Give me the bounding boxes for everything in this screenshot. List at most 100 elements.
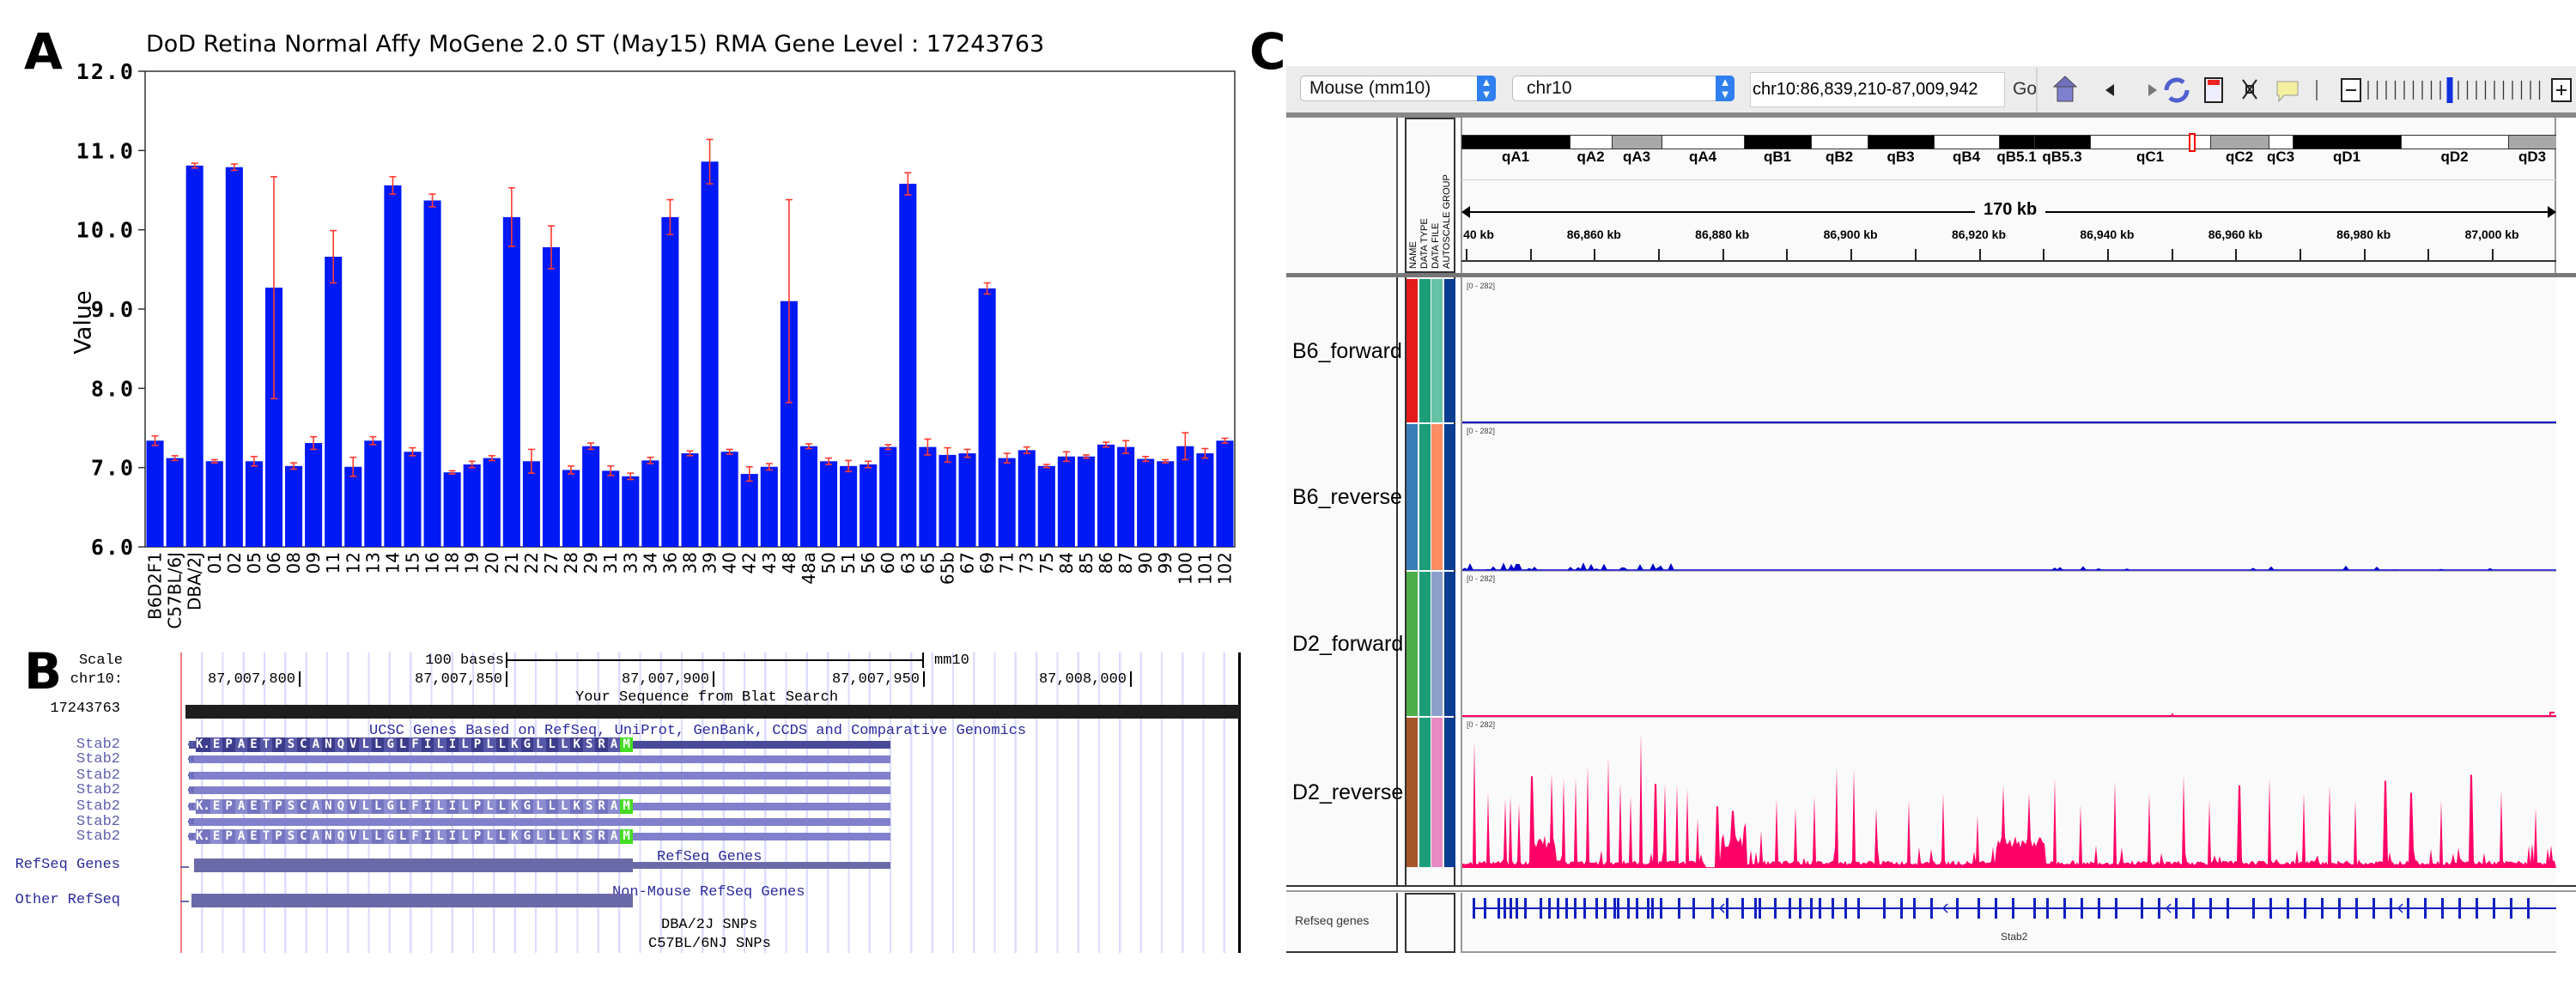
attribute-swatch[interactable]	[1431, 424, 1443, 570]
attribute-swatch[interactable]	[1443, 718, 1455, 867]
zoom-out-button[interactable]	[2341, 78, 2361, 102]
amino-acid: C	[297, 799, 310, 814]
attribute-swatch[interactable]	[1406, 279, 1418, 422]
cytoband[interactable]	[2508, 136, 2556, 149]
transcript-bar[interactable]	[189, 755, 890, 763]
bar	[443, 472, 461, 547]
genome-select[interactable]: Mouse (mm10) ▲ ▼	[1300, 76, 1496, 101]
amino-acid: P	[471, 829, 484, 844]
amino-acid: L	[396, 737, 410, 752]
cytoband[interactable]	[2034, 136, 2090, 149]
ruler-baseline	[1461, 260, 2556, 262]
attribute-swatch[interactable]	[1431, 572, 1443, 716]
cytoband[interactable]	[1570, 136, 1612, 149]
refseq-label[interactable]: RefSeq Genes	[15, 857, 120, 873]
amino-acid: L	[396, 799, 410, 814]
transcript-label[interactable]: Stab2	[76, 782, 120, 798]
attribute-swatch[interactable]	[1431, 279, 1443, 422]
cytoband[interactable]	[1811, 136, 1868, 149]
transcript-label[interactable]: Stab2	[76, 737, 120, 753]
refseq-gene-thick[interactable]	[194, 859, 633, 872]
cytoband[interactable]	[2401, 136, 2508, 149]
track-name[interactable]: B6_forward	[1292, 338, 1402, 363]
home-icon[interactable]	[2052, 76, 2078, 102]
amino-acid: S	[582, 737, 596, 752]
attribute-swatch[interactable]	[1443, 572, 1455, 716]
other-refseq-label[interactable]: Other RefSeq	[15, 892, 120, 908]
error-bar	[210, 458, 218, 464]
ruler-tick	[1914, 249, 1917, 260]
updown-icon: ▲ ▼	[1477, 76, 1496, 101]
x-tick-label: 12	[343, 552, 363, 573]
gene-exon	[2252, 898, 2255, 919]
gene-exon	[2458, 898, 2461, 919]
cytoband[interactable]	[1868, 136, 1934, 149]
error-bar	[428, 193, 436, 208]
transcript-bar[interactable]	[189, 772, 890, 780]
gene-exon	[2304, 898, 2306, 919]
bar	[483, 458, 501, 547]
popup-info-icon[interactable]	[2276, 81, 2299, 103]
cytoband[interactable]	[1612, 136, 1662, 149]
locus-input[interactable]	[1750, 72, 2005, 107]
attribute-swatch[interactable]	[1419, 718, 1431, 867]
transcript-bar[interactable]	[189, 818, 890, 826]
cytoband[interactable]	[1999, 136, 2034, 149]
transcript-bar[interactable]	[189, 786, 890, 794]
attribute-swatch[interactable]	[1419, 572, 1431, 716]
transcript-label[interactable]: Stab2	[76, 798, 120, 815]
cytoband[interactable]	[1744, 136, 1811, 149]
attribute-swatch[interactable]	[1406, 424, 1418, 570]
ucsc-genes-title: UCSC Genes Based on RefSeq, UniProt, Gen…	[369, 723, 1027, 739]
zoom-thumb[interactable]	[2446, 77, 2453, 103]
attribute-swatch[interactable]	[1419, 279, 1431, 422]
data-range-label: [0 - 282]	[1467, 574, 1496, 583]
attribute-swatch[interactable]	[1443, 279, 1455, 422]
amino-acid: L	[533, 829, 546, 844]
transcript-label[interactable]: Stab2	[76, 828, 120, 845]
track-name[interactable]: B6_reverse	[1292, 485, 1402, 509]
attribute-swatch[interactable]	[1406, 572, 1418, 716]
ruler-icon[interactable]	[2204, 77, 2223, 103]
resize-icon[interactable]	[2242, 79, 2257, 100]
refseq-track-name[interactable]: Refseq genes	[1295, 913, 1370, 927]
forward-icon[interactable]	[2148, 84, 2157, 96]
cytoband[interactable]	[2210, 136, 2269, 149]
cytoband[interactable]	[1934, 136, 1999, 149]
refresh-icon[interactable]	[2164, 77, 2190, 103]
attribute-swatch[interactable]	[1406, 718, 1418, 867]
track-separator	[1462, 717, 2556, 718]
chromosome-select[interactable]: chr10 ▲ ▼	[1512, 76, 1735, 101]
error-bar	[349, 456, 357, 477]
zoom-slider[interactable]	[2367, 77, 2541, 103]
amino-acid: T	[259, 799, 273, 814]
go-button[interactable]: Go	[2013, 79, 2038, 99]
zoom-in-button[interactable]	[2551, 78, 2572, 102]
track-name[interactable]: D2_reverse	[1292, 780, 1404, 804]
refseq-gene-track[interactable]	[1462, 893, 2556, 953]
cytoband[interactable]	[2293, 136, 2401, 149]
track-name[interactable]: D2_forward	[1292, 632, 1404, 656]
attribute-swatch[interactable]	[1419, 424, 1431, 570]
panel-label-a: A	[24, 22, 63, 81]
nonmouse-track-title: Non-Mouse RefSeq Genes	[612, 884, 805, 901]
attribute-swatch[interactable]	[1431, 718, 1443, 867]
transcript-label[interactable]: Stab2	[76, 751, 120, 768]
attribute-swatch[interactable]	[1443, 424, 1455, 570]
bar	[602, 470, 620, 547]
cytoband[interactable]	[1461, 136, 1570, 149]
bar	[681, 453, 699, 547]
refseq-gene-thin[interactable]	[633, 862, 890, 869]
cytoband[interactable]	[2269, 136, 2293, 149]
blat-hit-bar[interactable]	[185, 705, 1240, 719]
transcript-label[interactable]: Stab2	[76, 768, 120, 784]
amino-acid: A	[234, 799, 248, 814]
ruler-tick-label: 86,900 kb	[1823, 228, 1878, 241]
transcript-label[interactable]: Stab2	[76, 814, 120, 830]
bar	[542, 246, 561, 547]
other-refseq-gene[interactable]	[191, 894, 633, 907]
cytoband[interactable]	[1662, 136, 1744, 149]
cytoband[interactable]	[2090, 136, 2210, 149]
back-icon[interactable]	[2105, 84, 2114, 96]
bar	[463, 464, 481, 547]
